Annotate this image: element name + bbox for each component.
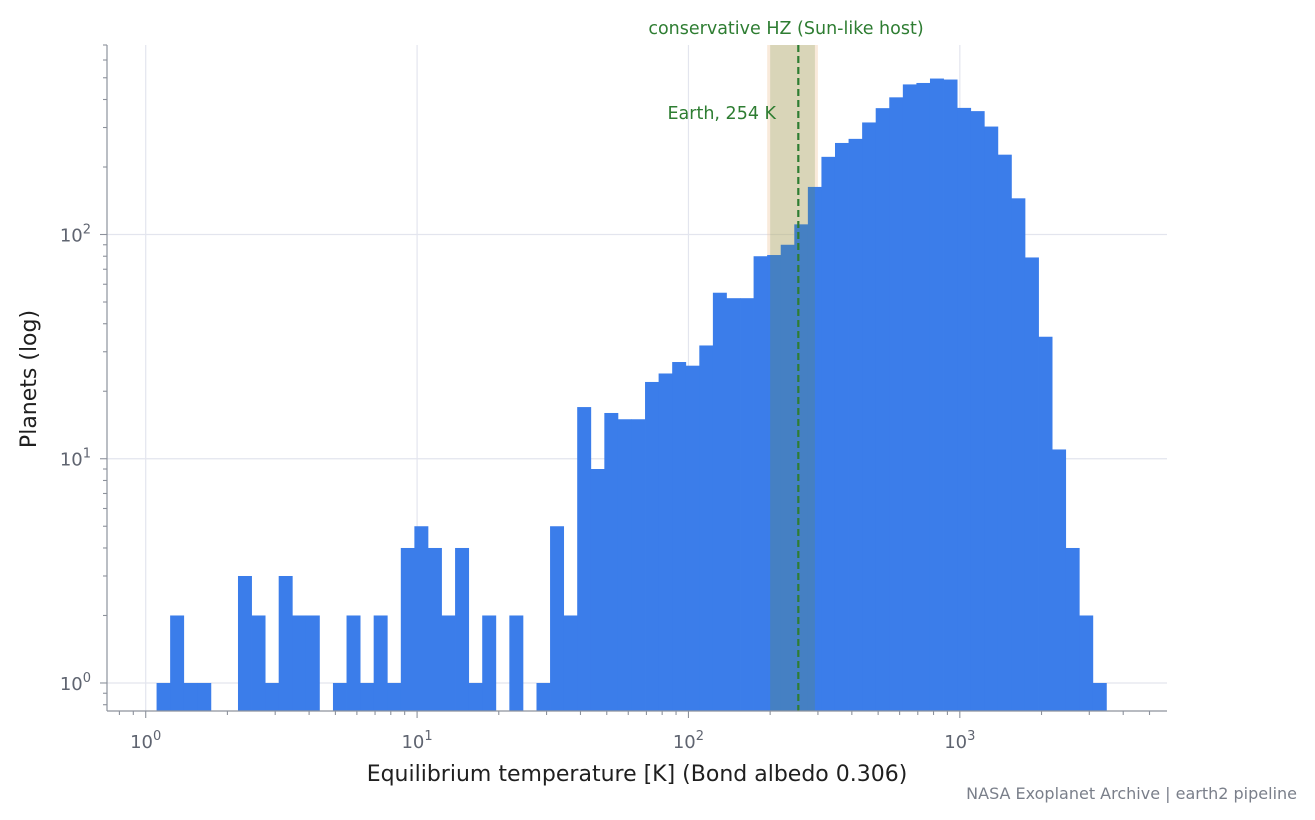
histogram-bar	[997, 154, 1012, 711]
histogram-bar	[170, 615, 185, 711]
histogram-bar	[617, 419, 632, 711]
earth-reference-line	[770, 45, 815, 711]
histogram-bar	[197, 682, 212, 711]
histogram-bar	[1024, 257, 1039, 711]
histogram-bar	[332, 682, 347, 711]
x-tick-label: 101	[401, 729, 432, 753]
earth-line-label: Earth, 254 K	[668, 104, 777, 124]
histogram-bar	[563, 615, 578, 711]
histogram-bar	[1065, 547, 1080, 711]
y-axis-label: Planets (log)	[17, 310, 42, 448]
histogram-bar	[685, 365, 700, 711]
x-tick-label: 103	[944, 729, 975, 753]
histogram-bar	[278, 575, 293, 711]
histogram-bar	[455, 547, 470, 711]
histogram-bar	[699, 345, 714, 711]
histogram-bar	[414, 526, 429, 711]
histogram-bar	[400, 547, 415, 711]
x-tick-label: 100	[130, 729, 161, 753]
histogram-bar	[441, 615, 456, 711]
histogram-bar	[658, 373, 673, 711]
histogram-bar	[821, 156, 836, 711]
histogram-bar	[1092, 682, 1107, 711]
histogram-bar	[984, 126, 999, 711]
histogram-bar	[672, 362, 687, 711]
histogram-bar	[916, 82, 931, 711]
histogram-bar	[1052, 449, 1067, 711]
source-note: NASA Exoplanet Archive | earth2 pipeline	[966, 784, 1297, 803]
histogram-bar	[807, 186, 822, 712]
histogram-bar	[604, 412, 619, 711]
y-tick-label: 101	[60, 447, 91, 471]
histogram-bar	[590, 469, 605, 711]
histogram-bar	[902, 84, 917, 711]
histogram-bar	[889, 97, 904, 712]
histogram-bar	[292, 615, 307, 711]
histogram-bar	[509, 615, 524, 711]
histogram-bar	[712, 292, 727, 711]
histogram-bar	[482, 615, 497, 711]
histogram-bar	[848, 138, 863, 711]
histogram-bar	[577, 407, 592, 711]
y-tick-label: 102	[60, 223, 91, 247]
histogram-bars	[156, 78, 1107, 712]
histogram-bar	[862, 122, 877, 711]
histogram-bar	[251, 615, 266, 711]
histogram-bar	[740, 298, 754, 711]
histogram-bar	[929, 78, 944, 711]
histogram-bar	[645, 381, 660, 711]
histogram-bar	[237, 575, 252, 711]
histogram-bar	[957, 107, 972, 711]
tick-labels: 100 101 102 103 100 101 102	[60, 223, 976, 753]
histogram-bar	[183, 682, 198, 711]
histogram-bar	[346, 615, 361, 711]
x-tick-label: 102	[673, 729, 704, 753]
histogram-bar	[387, 682, 402, 711]
y-tick-label: 100	[60, 671, 91, 695]
axes	[106, 45, 1167, 712]
histogram-bar	[1038, 336, 1053, 711]
histogram-bar	[753, 256, 768, 711]
tick-marks	[100, 44, 1151, 718]
habitable-zone-label: conservative HZ (Sun-like host)	[648, 19, 923, 39]
habitable-zone-overlay	[770, 45, 815, 711]
histogram-bar	[631, 419, 646, 711]
histogram-bar	[427, 547, 442, 711]
x-axis-label: Equilibrium temperature [K] (Bond albedo…	[367, 762, 908, 787]
histogram-bar	[360, 682, 375, 711]
histogram-bar	[1011, 198, 1026, 711]
histogram-bar	[305, 615, 320, 711]
histogram-bar	[156, 682, 171, 711]
histogram-bar	[780, 244, 795, 711]
histogram-bar	[970, 111, 985, 712]
histogram-bar	[536, 682, 551, 711]
histogram-bar	[373, 615, 388, 711]
histogram-bar	[550, 526, 565, 711]
histogram-bar	[834, 142, 849, 711]
histogram-bar	[265, 682, 280, 711]
histogram-bar	[875, 108, 890, 712]
histogram-bar	[1079, 615, 1094, 711]
histogram-bar	[726, 298, 741, 711]
histogram-bar	[767, 255, 782, 712]
histogram-bar	[468, 682, 483, 711]
histogram-bar	[943, 79, 958, 711]
